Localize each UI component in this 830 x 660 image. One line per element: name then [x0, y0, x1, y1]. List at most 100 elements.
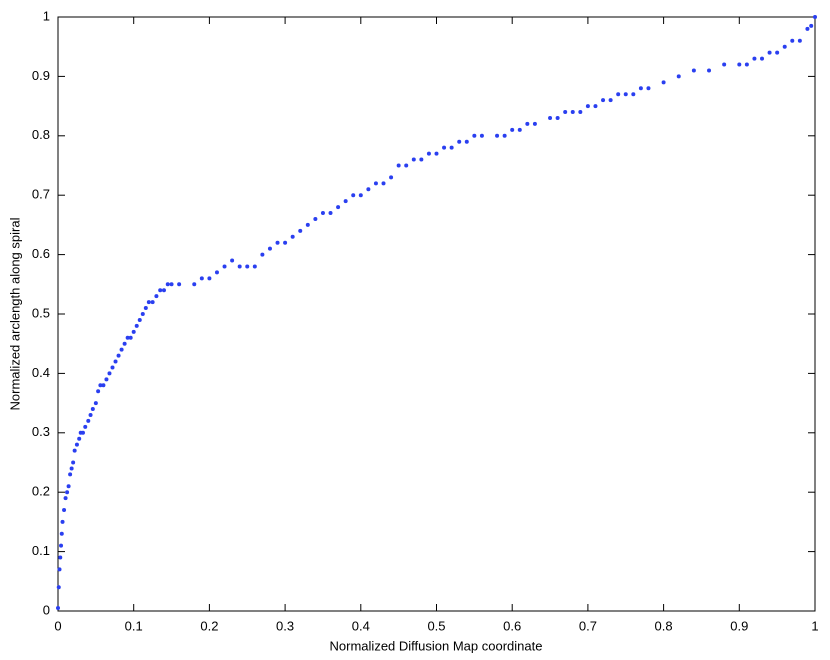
- point: [631, 92, 636, 97]
- point: [313, 216, 318, 221]
- point: [351, 193, 356, 198]
- y-axis-label: Normalized arclength along spiral: [7, 217, 22, 410]
- point: [80, 430, 85, 435]
- point: [419, 157, 424, 162]
- point: [389, 175, 394, 180]
- x-tick-label: 0.3: [276, 618, 294, 633]
- y-tick-label: 0.6: [32, 246, 50, 261]
- x-tick-label: 0.1: [125, 618, 143, 633]
- point: [336, 205, 341, 210]
- point: [593, 104, 598, 109]
- point: [510, 127, 515, 132]
- point: [782, 44, 787, 49]
- x-axis-label: Normalized Diffusion Map coordinate: [330, 638, 543, 653]
- point: [578, 110, 583, 115]
- x-tick-label: 0.2: [200, 618, 218, 633]
- point: [113, 359, 118, 364]
- point: [358, 193, 363, 198]
- point: [107, 371, 112, 376]
- point: [343, 199, 348, 204]
- x-tick-label: 0.8: [655, 618, 673, 633]
- point: [93, 401, 98, 406]
- point: [479, 133, 484, 138]
- point: [404, 163, 409, 168]
- point: [525, 121, 530, 126]
- point: [366, 187, 371, 192]
- point: [328, 211, 333, 216]
- point: [90, 407, 95, 412]
- plot-frame: [57, 16, 816, 612]
- point: [464, 139, 469, 144]
- point: [434, 151, 439, 156]
- point: [449, 145, 454, 150]
- point: [192, 282, 197, 287]
- point: [69, 466, 74, 471]
- y-tick-label: 0.1: [32, 543, 50, 558]
- y-tick-label: 0.3: [32, 424, 50, 439]
- point: [442, 145, 447, 150]
- point: [101, 383, 106, 388]
- point: [252, 264, 257, 269]
- point: [86, 418, 91, 423]
- point: [381, 181, 386, 186]
- point: [813, 15, 817, 19]
- point: [116, 353, 121, 358]
- point: [134, 323, 139, 328]
- point: [237, 264, 242, 269]
- point: [110, 365, 115, 370]
- point: [298, 228, 303, 233]
- x-tick-label: 0: [54, 618, 61, 633]
- point: [275, 240, 280, 245]
- point: [517, 127, 522, 132]
- point: [623, 92, 628, 97]
- point: [128, 335, 133, 340]
- point: [283, 240, 288, 245]
- y-tick-label: 0.8: [32, 127, 50, 142]
- point: [146, 300, 151, 305]
- point: [790, 38, 795, 43]
- point: [165, 282, 170, 287]
- y-tick-label: 0.5: [32, 305, 50, 320]
- point: [744, 62, 749, 67]
- x-tick-label: 0.6: [503, 618, 521, 633]
- point: [199, 276, 204, 281]
- point: [495, 133, 500, 138]
- point: [411, 157, 416, 162]
- point: [767, 50, 772, 55]
- point: [150, 300, 155, 305]
- point: [74, 442, 79, 447]
- point: [646, 86, 651, 91]
- point: [760, 56, 765, 61]
- point: [608, 98, 613, 103]
- point: [66, 484, 71, 489]
- point: [59, 543, 64, 548]
- point: [59, 531, 64, 536]
- point: [65, 490, 70, 495]
- point: [119, 347, 124, 352]
- point: [125, 335, 130, 340]
- point: [169, 282, 174, 287]
- y-tick-label: 0.7: [32, 187, 50, 202]
- point: [140, 312, 145, 316]
- x-tick-label: 0.7: [579, 618, 597, 633]
- point: [57, 567, 62, 572]
- x-tick-label: 0.4: [352, 618, 370, 633]
- point: [805, 26, 810, 31]
- point: [396, 163, 401, 168]
- point: [71, 460, 76, 465]
- point: [68, 472, 73, 477]
- point: [373, 181, 378, 186]
- x-tick-label: 1: [811, 618, 818, 633]
- point: [563, 110, 568, 115]
- point: [230, 258, 235, 263]
- point: [56, 606, 60, 611]
- point: [245, 264, 250, 269]
- point: [60, 519, 65, 524]
- point: [809, 23, 814, 28]
- point: [305, 222, 310, 227]
- point: [56, 585, 61, 590]
- point: [691, 68, 696, 73]
- point: [555, 115, 560, 120]
- point: [320, 211, 325, 216]
- x-tick-label: 0.5: [427, 618, 445, 633]
